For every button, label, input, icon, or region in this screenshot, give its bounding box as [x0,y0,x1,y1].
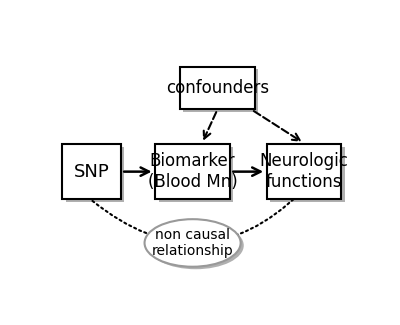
FancyBboxPatch shape [270,147,344,202]
Text: SNP: SNP [74,162,110,181]
FancyBboxPatch shape [183,69,258,111]
FancyBboxPatch shape [267,144,341,199]
Text: confounders: confounders [166,79,269,97]
Text: non causal
relationship: non causal relationship [152,228,234,258]
Ellipse shape [144,219,241,267]
FancyBboxPatch shape [158,147,233,202]
FancyBboxPatch shape [180,67,254,109]
Text: Neurologic
functions: Neurologic functions [260,152,349,191]
FancyBboxPatch shape [66,147,124,202]
FancyBboxPatch shape [62,144,121,199]
Ellipse shape [148,222,244,269]
Text: Biomarker
(Blood Mn): Biomarker (Blood Mn) [148,152,238,191]
FancyBboxPatch shape [155,144,230,199]
